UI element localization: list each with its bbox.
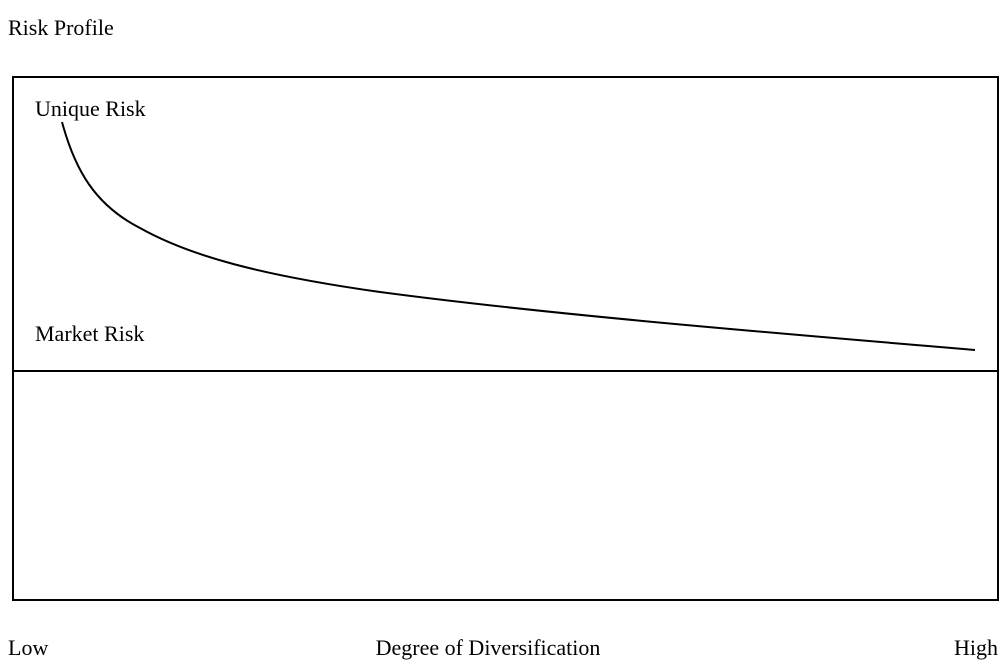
title: Risk Profile (8, 15, 114, 40)
x-high-label: High (954, 635, 998, 660)
unique-risk-curve (61, 121, 976, 351)
frame (12, 76, 999, 601)
unique-risk-label: Unique Risk (35, 96, 146, 121)
x-axis-label: Degree of Diversification (376, 635, 601, 660)
x-low-label: Low (8, 635, 48, 660)
market-risk-label: Market Risk (35, 321, 144, 346)
